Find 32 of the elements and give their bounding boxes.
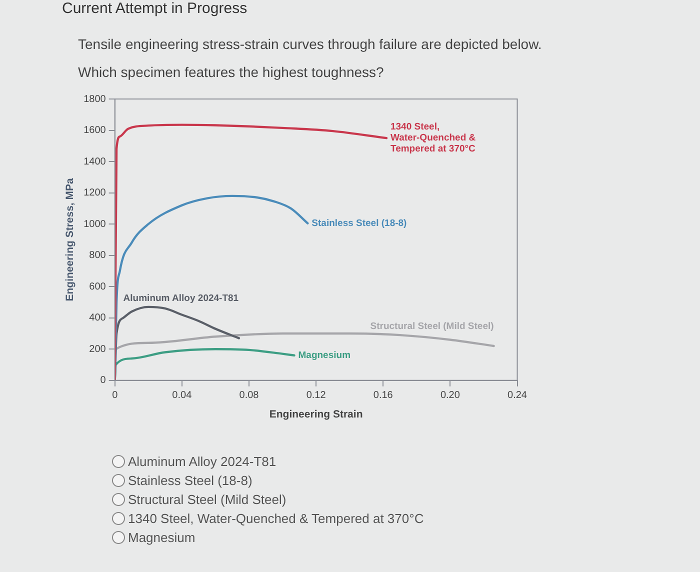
series-label: Magnesium: [298, 350, 351, 362]
x-tick-label: 0.04: [172, 390, 192, 402]
series-label: 1340 Steel, Water-Quenched & Tempered at 370°C: [390, 122, 476, 155]
text: Current Attempt in Progress: [62, 0, 248, 17]
y-tick-label: 1000: [84, 218, 106, 230]
y-tick-label: 1400: [84, 156, 106, 168]
text: Stainless Steel (18-8): [128, 473, 252, 488]
y-tick-label: 0: [100, 375, 106, 386]
y-tick-label: 1200: [84, 188, 106, 199]
y-tick-label: 1600: [84, 125, 106, 136]
y-axis-title: Engineering Stress, MPa: [64, 178, 76, 302]
x-tick-label: 0: [112, 390, 118, 402]
x-tick-label: 0.16: [373, 390, 394, 402]
series-label: Stainless Steel (18-8): [312, 218, 407, 229]
text: Magnesium: [128, 530, 196, 545]
series-label: Structural Steel (Mild Steel): [370, 321, 494, 332]
y-tick-label: 800: [89, 250, 106, 262]
x-tick-label: 0.24: [508, 390, 528, 402]
x-tick-label: 0.12: [306, 390, 326, 402]
text: Aluminum Alloy 2024-T81: [128, 454, 276, 469]
series-label: Aluminum Alloy 2024-T81: [123, 293, 240, 304]
chart-title: Tensile engineering stress-strain curves through failure are depicted below.: [78, 36, 542, 52]
text: Structural Steel (Mild Steel): [128, 492, 286, 507]
y-tick-label: 600: [89, 281, 106, 292]
x-axis-title: Engineering Strain: [269, 408, 363, 421]
text: 1340 Steel, Water-Quenched & Tempered at 370°C: [128, 511, 424, 526]
y-tick-label: 400: [89, 312, 106, 324]
y-tick-label: 200: [89, 344, 106, 355]
x-tick-label: 0.20: [440, 390, 460, 402]
x-tick-label: 0.08: [239, 390, 260, 402]
chart-subtitle: Which specimen features the highest toughness?: [78, 64, 384, 80]
y-tick-label: 1800: [84, 94, 106, 105]
